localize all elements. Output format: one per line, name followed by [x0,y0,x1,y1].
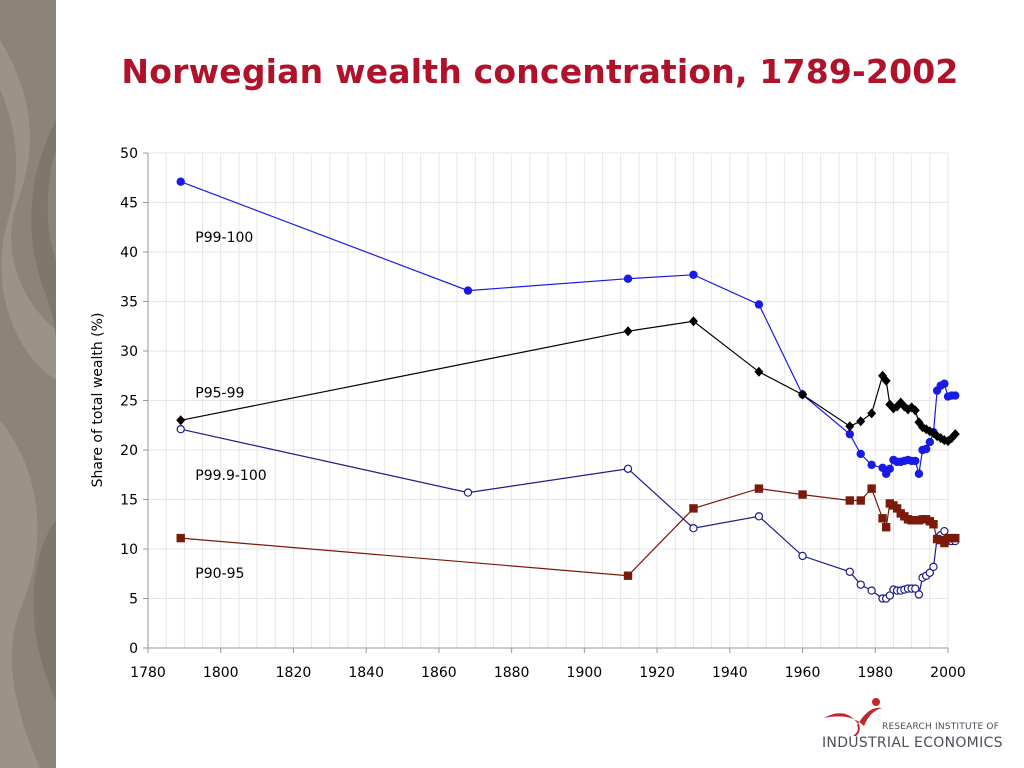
x-tick-label: 1800 [203,665,239,681]
data-point [940,526,949,536]
data-point [623,571,633,580]
data-point [881,523,891,532]
y-tick-label: 0 [129,641,138,657]
series-p95-99 [176,316,960,447]
y-tick-label: 20 [120,443,138,459]
x-tick-label: 1840 [348,665,384,681]
sprout-logo-icon [824,698,882,736]
logo-line-2: INDUSTRIAL ECONOMICS [822,735,1003,751]
data-point [929,520,938,529]
series-p90-95 [176,484,960,580]
data-point [950,429,960,440]
data-point [856,580,865,589]
series-label: P99.9-100 [195,468,266,484]
logo-line-1: RESEARCH INSTITUTE OF [882,722,1000,732]
data-point [845,567,855,576]
x-tick-label: 1920 [639,665,675,681]
series-label: P99-100 [195,230,253,246]
x-tick-label: 1860 [421,665,457,681]
data-point [623,326,633,337]
data-point [688,316,698,327]
x-tick-label: 1780 [130,665,166,681]
data-point [867,460,876,470]
y-tick-label: 30 [120,344,138,360]
data-point [921,444,931,454]
data-point [856,416,866,427]
y-tick-label: 45 [120,196,138,212]
data-point [885,591,895,600]
data-point [754,484,764,493]
data-point [929,562,938,572]
y-tick-label: 35 [120,295,138,311]
data-point [911,456,920,466]
data-point [689,504,698,513]
data-point [881,375,891,386]
data-point [940,538,949,548]
data-point [925,568,935,577]
data-point [845,421,855,432]
data-point [754,512,764,521]
x-tick-label: 1820 [276,665,312,681]
chart-axes: 0 5 10 15 20 25 30 35 40 45 50 1780 1800 1820 1840 1860… [120,146,966,681]
x-tick-label: 1900 [567,665,603,681]
data-point [176,415,186,426]
data-point [867,408,877,419]
data-point [951,391,960,400]
data-point [463,286,473,295]
x-tick-label: 2000 [930,665,966,681]
series-label: P95-99 [195,386,244,402]
series-p99-100 [176,177,960,478]
chart-grid [147,152,949,649]
y-tick-label: 5 [129,592,138,608]
data-point [940,379,949,388]
data-point [689,270,698,279]
x-tick-label: 1980 [857,665,893,681]
data-point [623,464,633,474]
data-point [867,586,876,595]
x-tick-label: 1960 [785,665,821,681]
y-tick-label: 15 [120,493,138,509]
data-point [798,389,808,400]
data-point [878,514,887,523]
x-tick-label: 1940 [712,665,748,681]
decorative-sidebar [0,0,56,768]
chart-series-labels: P99-100 P95-99 P99.9-100 P90-95 [195,230,266,582]
slide-title: Norwegian wealth concentration, 1789-200… [121,52,959,91]
y-tick-label: 50 [120,146,138,162]
data-point [951,533,960,543]
data-point [914,469,924,478]
y-tick-label: 40 [120,245,138,261]
data-point [867,484,876,493]
data-point [892,504,902,513]
data-point [910,405,920,416]
chart-series [176,177,960,603]
data-point [845,496,855,505]
data-point [885,464,895,474]
series-label: P90-95 [195,566,244,582]
data-point [176,425,185,434]
data-point [914,590,924,599]
data-point [856,496,865,505]
x-tick-label: 1880 [494,665,530,681]
data-point [463,488,473,497]
data-point [689,524,698,533]
y-tick-label: 10 [120,542,138,558]
data-point [623,274,633,283]
data-point [856,449,865,459]
data-point [845,429,855,439]
data-point [754,300,764,309]
series-p99-9-100 [176,425,960,603]
data-point [176,177,185,186]
data-point [754,366,764,377]
data-point [798,490,807,499]
data-point [911,584,920,593]
data-point [176,533,185,543]
y-tick-label: 25 [120,394,138,410]
sidebar-pattern-icon [0,40,56,768]
y-axis-label: Share of total wealth (%) [90,313,106,488]
data-point [925,437,935,447]
institute-logo: RESEARCH INSTITUTE OF INDUSTRIAL ECONOMI… [818,696,1014,756]
data-point [798,551,807,561]
